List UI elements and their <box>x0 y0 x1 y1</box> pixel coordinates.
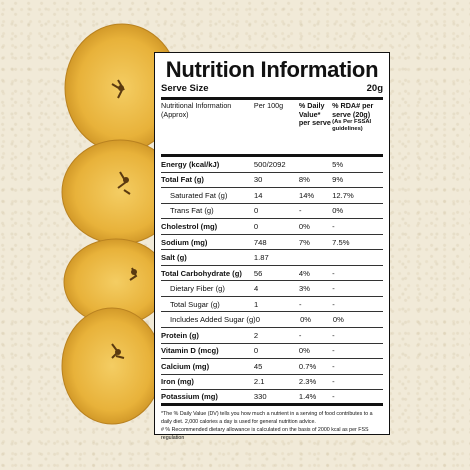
nutrient-name: Cholestrol (mg) <box>161 221 218 231</box>
per-100g-value: 30 <box>253 175 263 185</box>
table-row: Iron (mg) 2.1 2.3% - <box>161 375 383 391</box>
rda-value: 7.5% <box>332 237 350 247</box>
table-row: Potassium (mg) 330 1.4% - <box>161 390 383 406</box>
banana-chip <box>61 307 163 425</box>
nutrient-name: Sodium (mg) <box>161 237 208 247</box>
table-row: Saturated Fat (g) 14 14% 12.7% <box>161 188 383 204</box>
per-100g-value: 56 <box>253 268 263 278</box>
nutrient-name: Iron (mg) <box>161 377 194 387</box>
header-nutritional-info: Nutritional Information (Approx) <box>161 101 232 119</box>
nutrition-label: Nutrition Information Serve Size 20g Nut… <box>154 52 390 441</box>
rda-value: 0% <box>332 315 344 325</box>
per-100g-value: 2.1 <box>253 377 265 387</box>
table-row: Sodium (mg) 748 7% 7.5% <box>161 235 383 251</box>
table-row: Vitamin D (mcg) 0 0% - <box>161 344 383 360</box>
footnote-rda: # % Recommended dietary allowance is cal… <box>161 426 369 441</box>
rda-value: - <box>332 391 335 401</box>
nutrient-name: Protein (g) <box>161 330 199 340</box>
daily-value: 0% <box>300 315 312 325</box>
nutrient-name: Calcium (mg) <box>161 361 210 371</box>
nutrient-name: Total Sugar (g) <box>170 299 220 309</box>
header-rda-label: % RDA# per serve (20g) <box>332 101 374 119</box>
nutrient-name: Vitamin D (mcg) <box>161 346 219 356</box>
per-100g-value: 748 <box>253 237 267 247</box>
rda-value: 12.7% <box>332 190 354 200</box>
nutrient-name: Includes Added Sugar (g) <box>170 315 256 325</box>
table-row: Energy (kcal/kJ) 500/2092 5% <box>161 157 383 173</box>
table-row: Includes Added Sugar (g) 0 0% 0% <box>161 312 383 329</box>
table-row: Total Carbohydrate (g) 56 4% - <box>161 266 383 282</box>
nutrient-name: Energy (kcal/kJ) <box>161 159 220 169</box>
nutrient-name: Potassium (mg) <box>161 391 218 401</box>
serve-size-row: Serve Size 20g <box>161 83 383 100</box>
daily-value: 7% <box>298 237 310 247</box>
table-row: Salt (g) 1.87 <box>161 250 383 266</box>
table-header: Nutritional Information (Approx) Per 100… <box>161 100 383 157</box>
daily-value: 0% <box>298 221 310 231</box>
header-daily-value: % Daily Value* per serve <box>298 101 331 128</box>
table-row: Total Sugar (g) 1 - - <box>161 297 383 313</box>
nutrient-name: Dietary Fiber (g) <box>170 284 225 294</box>
header-rda: % RDA# per serve (20g) (As Per FSSAI gui… <box>332 101 383 154</box>
rda-value: - <box>332 284 335 294</box>
per-100g-value: 0 <box>253 221 259 231</box>
nutrient-name: Trans Fat (g) <box>170 206 214 216</box>
per-100g-value: 0 <box>254 206 259 216</box>
table-row: Dietary Fiber (g) 4 3% - <box>161 281 383 297</box>
rda-value: 9% <box>332 175 344 185</box>
banana-chip <box>61 139 179 245</box>
per-100g-value: 45 <box>253 361 263 371</box>
table-row: Trans Fat (g) 0 - 0% <box>161 204 383 220</box>
daily-value: - <box>298 330 302 340</box>
per-100g-value: 500/2092 <box>253 159 286 169</box>
daily-value: - <box>298 299 302 309</box>
table-row: Calcium (mg) 45 0.7% - <box>161 359 383 375</box>
daily-value: 0.7% <box>298 361 317 371</box>
rda-value: - <box>332 299 335 309</box>
daily-value: 4% <box>298 268 310 278</box>
daily-value: 8% <box>298 175 310 185</box>
rda-value: - <box>332 377 335 387</box>
nutrient-name: Total Fat (g) <box>161 175 204 185</box>
table-row: Total Fat (g) 30 8% 9% <box>161 173 383 189</box>
daily-value: - <box>298 206 302 216</box>
serve-size-label: Serve Size <box>161 83 209 94</box>
nutrient-name: Salt (g) <box>161 253 187 263</box>
table-row: Protein (g) 2 - - <box>161 328 383 344</box>
daily-value: 0% <box>298 346 310 356</box>
per-100g-value: 330 <box>253 391 267 401</box>
per-100g-value: 2 <box>253 330 259 340</box>
footnote-daily-value: *The % Daily Value (DV) tells you how mu… <box>161 410 373 425</box>
rda-value: - <box>332 346 335 356</box>
rda-value: - <box>332 221 335 231</box>
footnotes: *The % Daily Value (DV) tells you how mu… <box>161 406 383 442</box>
serve-size-value: 20g <box>366 83 383 94</box>
rda-value: - <box>332 268 335 278</box>
header-rda-subtitle: (As Per FSSAI guidelines) <box>332 119 372 133</box>
per-100g-value: 1.87 <box>253 253 269 263</box>
daily-value: 3% <box>298 284 310 294</box>
per-100g-value: 4 <box>254 284 259 294</box>
per-100g-value: 0 <box>253 346 259 356</box>
per-100g-value: 1 <box>254 299 259 309</box>
per-100g-value: 14 <box>254 190 263 200</box>
rda-value: 5% <box>332 159 344 169</box>
nutrient-name: Total Carbohydrate (g) <box>161 268 242 278</box>
rda-value: - <box>332 361 335 371</box>
nutrient-name: Saturated Fat (g) <box>170 190 228 200</box>
daily-value: 14% <box>298 190 315 200</box>
per-100g-value: 0 <box>255 315 260 325</box>
daily-value: 2.3% <box>298 377 317 387</box>
rda-value: 0% <box>332 206 344 216</box>
header-per-100g: Per 100g <box>253 101 284 110</box>
rda-value: - <box>332 330 335 340</box>
table-row: Cholestrol (mg) 0 0% - <box>161 219 383 235</box>
label-title: Nutrition Information <box>165 57 379 82</box>
daily-value: 1.4% <box>298 391 317 401</box>
